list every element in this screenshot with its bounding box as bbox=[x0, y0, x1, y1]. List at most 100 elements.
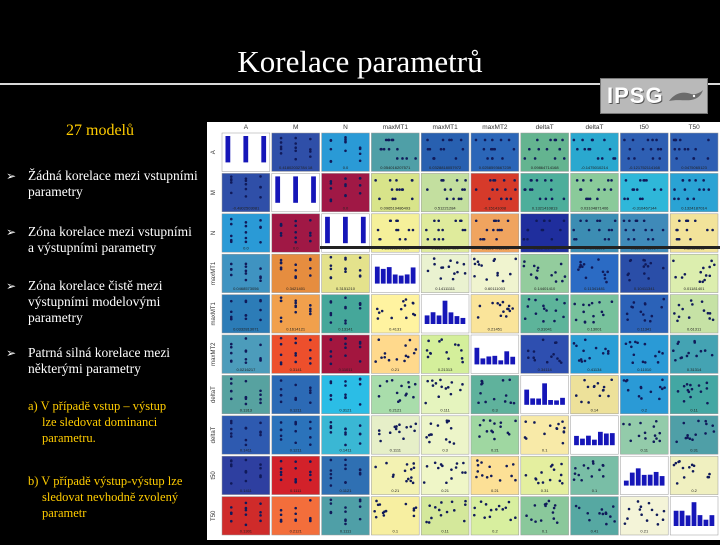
scatter-point bbox=[686, 197, 689, 201]
scatter-point bbox=[676, 319, 679, 323]
scatter-point bbox=[639, 421, 642, 425]
scatter-point bbox=[603, 237, 607, 241]
scatter-point bbox=[536, 266, 540, 270]
scatter-point bbox=[509, 518, 512, 522]
scatter-point bbox=[454, 466, 458, 469]
scatter-point bbox=[426, 138, 429, 142]
correlation-coefficient: -0.310467144 bbox=[632, 205, 657, 210]
scatter-point bbox=[457, 197, 461, 201]
scatter-point bbox=[562, 219, 566, 223]
correlation-coefficient: 0.2121 bbox=[389, 407, 402, 412]
scatter-point bbox=[449, 188, 453, 191]
scatter-point bbox=[653, 434, 657, 437]
scatter-point bbox=[244, 443, 248, 447]
scatter-point bbox=[603, 273, 607, 277]
scatter-point bbox=[229, 217, 233, 221]
scatter-point bbox=[478, 423, 482, 427]
scatter-point bbox=[632, 237, 636, 241]
matrix-cell bbox=[371, 455, 420, 495]
scatter-point bbox=[379, 147, 383, 151]
matrix-cell bbox=[520, 132, 569, 172]
scatter-point bbox=[294, 301, 297, 305]
histogram-bar bbox=[243, 136, 249, 163]
scatter-point bbox=[437, 508, 441, 512]
scatter-point bbox=[309, 436, 312, 439]
matrix-cell bbox=[520, 294, 569, 334]
scatter-point bbox=[480, 474, 484, 477]
scatter-point bbox=[562, 315, 565, 319]
matrix-cell bbox=[620, 415, 669, 455]
scatter-point bbox=[433, 219, 436, 223]
scatter-point bbox=[543, 432, 546, 436]
scatter-point bbox=[229, 459, 233, 463]
scatter-point bbox=[536, 138, 539, 142]
scatter-point bbox=[279, 266, 283, 269]
scatter-point bbox=[384, 509, 388, 513]
scatter-point bbox=[442, 147, 446, 151]
scatter-point bbox=[452, 442, 456, 445]
scatter-point bbox=[441, 237, 445, 241]
histogram-bar bbox=[386, 267, 392, 284]
scatter-point bbox=[309, 470, 312, 474]
scatter-point bbox=[405, 316, 408, 320]
matrix-cell bbox=[620, 375, 669, 415]
scatter-point bbox=[703, 349, 707, 352]
correlation-coefficient: 0.1 bbox=[393, 529, 399, 534]
scatter-point bbox=[643, 342, 647, 346]
scatter-point bbox=[473, 506, 477, 510]
scatter-point bbox=[673, 312, 676, 315]
scatter-point bbox=[441, 138, 445, 142]
scatter-point bbox=[691, 469, 695, 473]
scatter-point bbox=[344, 522, 347, 526]
scatter-point bbox=[344, 393, 347, 396]
scatter-point bbox=[426, 237, 430, 241]
scatter-point bbox=[598, 228, 601, 232]
correlation-coefficient: 0.31041 bbox=[537, 327, 552, 332]
scatter-point bbox=[495, 188, 499, 191]
scatter-point bbox=[229, 222, 233, 226]
scatter-point bbox=[344, 337, 347, 340]
scatter-point bbox=[681, 307, 684, 311]
scatter-point bbox=[479, 500, 483, 503]
scatter-point bbox=[279, 224, 283, 227]
scatter-point bbox=[574, 394, 578, 397]
scatter-point bbox=[279, 428, 283, 432]
scatter-point bbox=[706, 401, 709, 405]
scatter-point bbox=[582, 303, 585, 307]
scatter-point bbox=[408, 338, 412, 342]
scatter-point bbox=[680, 276, 684, 279]
scatter-point bbox=[454, 219, 458, 223]
scatter-point bbox=[459, 388, 462, 392]
scatter-point bbox=[294, 157, 297, 161]
scatter-point bbox=[279, 379, 283, 382]
matrix-cell bbox=[669, 375, 719, 415]
scatter-point bbox=[548, 478, 552, 482]
bullet-text: Patrná silná korelace mezi některými par… bbox=[28, 345, 171, 376]
scatter-point bbox=[630, 345, 633, 349]
scatter-point bbox=[700, 300, 704, 303]
scatter-point bbox=[511, 463, 515, 466]
correlation-coefficient: 0.21 bbox=[640, 529, 649, 534]
scatter-point bbox=[441, 266, 445, 269]
scatter-point bbox=[358, 473, 362, 476]
scatter-point bbox=[689, 395, 692, 399]
matrix-cell bbox=[271, 496, 320, 536]
scatter-point bbox=[550, 237, 554, 241]
scatter-point bbox=[229, 519, 233, 523]
scatter-point bbox=[534, 477, 537, 480]
scatter-point bbox=[526, 228, 530, 232]
scatter-point bbox=[562, 157, 566, 160]
scatter-point bbox=[496, 273, 499, 277]
scatter-point bbox=[499, 138, 503, 142]
scatter-point bbox=[244, 397, 248, 401]
scatter-point bbox=[560, 481, 564, 485]
scatter-point bbox=[437, 395, 441, 399]
correlation-coefficient: 0.0216217 bbox=[236, 367, 256, 372]
matrix-cell bbox=[620, 132, 669, 172]
scatter-point bbox=[610, 228, 614, 232]
correlation-coefficient: 0.31314 bbox=[687, 367, 702, 372]
scatter-point bbox=[461, 471, 464, 474]
scatter-point bbox=[431, 379, 434, 382]
scatter-point bbox=[244, 458, 248, 462]
scatter-point bbox=[344, 149, 347, 153]
